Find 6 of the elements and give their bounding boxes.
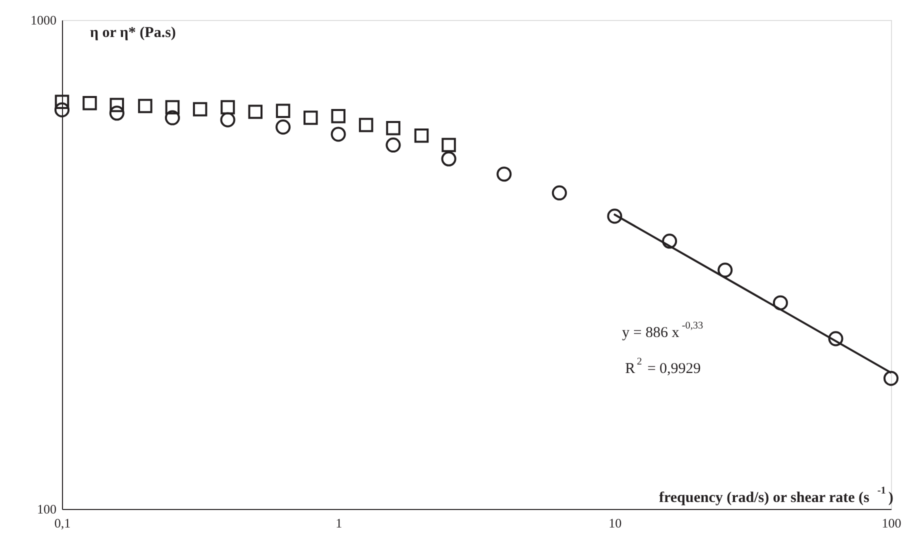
x-tick-label: 10 — [608, 516, 622, 530]
x-tick-label: 100 — [882, 516, 902, 530]
y-tick-label: 1000 — [30, 12, 56, 28]
x-tick-label: 0,1 — [54, 516, 71, 530]
x-tick-label: 1 — [336, 516, 342, 530]
y-axis-title: η or η* (Pa.s) — [90, 25, 176, 41]
